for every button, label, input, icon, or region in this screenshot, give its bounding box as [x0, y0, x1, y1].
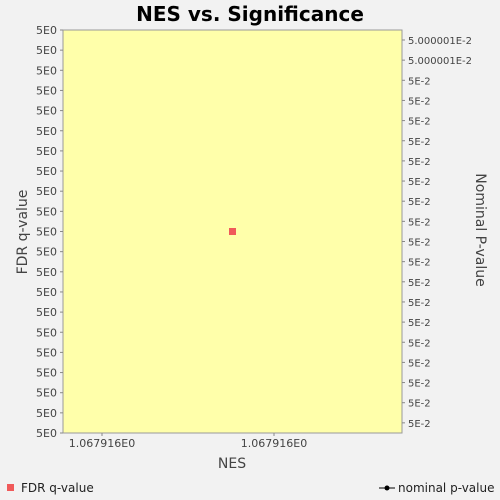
left-tick-label: 5E0 [36, 125, 57, 138]
x-tick-label: 1.067916E0 [69, 437, 135, 450]
right-tick-label: 5E-2 [408, 318, 431, 329]
right-tick-label: 5E-2 [408, 399, 431, 410]
legend-pvalue-marker [384, 485, 390, 491]
left-tick-label: 5E0 [36, 226, 57, 239]
x-axis: 1.067916E0 1.067916E0 [69, 433, 307, 450]
y-axis-left-label: FDR q-value [15, 190, 31, 275]
right-tick-label: 5E-2 [408, 278, 431, 289]
legend-fdr-marker [7, 484, 14, 491]
left-tick-label: 5E0 [36, 24, 57, 37]
left-tick-label: 5E0 [36, 306, 57, 319]
right-tick-label: 5E-2 [408, 117, 431, 128]
left-tick-label: 5E0 [36, 165, 57, 178]
fdr-point [229, 228, 236, 235]
right-tick-label: 5.000001E-2 [408, 56, 472, 67]
left-tick-label: 5E0 [36, 367, 57, 380]
right-tick-label: 5E-2 [408, 197, 431, 208]
left-tick-label: 5E0 [36, 105, 57, 118]
right-tick-label: 5E-2 [408, 177, 431, 188]
left-tick-label: 5E0 [36, 346, 57, 359]
x-tick-label: 1.067916E0 [241, 437, 307, 450]
left-y-axis: 5E0 5E0 5E0 5E0 5E0 5E0 5E0 5E0 5E0 5E0 5E0 5E0 5E0 5… [36, 24, 63, 440]
left-tick-label: 5E0 [36, 64, 57, 77]
right-tick-label: 5E-2 [408, 298, 431, 309]
right-y-axis: 5.000001E-2 5.000001E-2 5E-2 5E-2 5E-2 5E-2 5E… [402, 36, 472, 430]
legend: FDR q-value nominal p-value [7, 481, 494, 495]
data-points [229, 228, 236, 235]
left-tick-label: 5E0 [36, 145, 57, 158]
right-tick-label: 5E-2 [408, 358, 431, 369]
right-tick-label: 5E-2 [408, 258, 431, 269]
right-tick-label: 5E-2 [408, 157, 431, 168]
right-tick-label: 5.000001E-2 [408, 36, 472, 47]
left-tick-label: 5E0 [36, 44, 57, 57]
right-tick-label: 5E-2 [408, 137, 431, 148]
left-tick-label: 5E0 [36, 387, 57, 400]
right-tick-label: 5E-2 [408, 379, 431, 390]
y-axis-right-label: Nominal P-value [472, 173, 488, 286]
legend-fdr-label: FDR q-value [21, 481, 94, 495]
right-tick-label: 5E-2 [408, 217, 431, 228]
left-tick-label: 5E0 [36, 205, 57, 218]
left-tick-label: 5E0 [36, 266, 57, 279]
right-tick-label: 5E-2 [408, 238, 431, 249]
right-tick-label: 5E-2 [408, 76, 431, 87]
left-tick-label: 5E0 [36, 427, 57, 440]
x-axis-label: NES [218, 456, 246, 472]
left-tick-label: 5E0 [36, 286, 57, 299]
chart-title: NES vs. Significance [136, 2, 364, 26]
right-tick-label: 5E-2 [408, 96, 431, 107]
right-tick-label: 5E-2 [408, 338, 431, 349]
left-tick-label: 5E0 [36, 246, 57, 259]
left-tick-label: 5E0 [36, 407, 57, 420]
legend-pvalue-label: nominal p-value [398, 481, 494, 495]
right-tick-label: 5E-2 [408, 419, 431, 430]
left-tick-label: 5E0 [36, 185, 57, 198]
left-tick-label: 5E0 [36, 326, 57, 339]
left-tick-label: 5E0 [36, 84, 57, 97]
